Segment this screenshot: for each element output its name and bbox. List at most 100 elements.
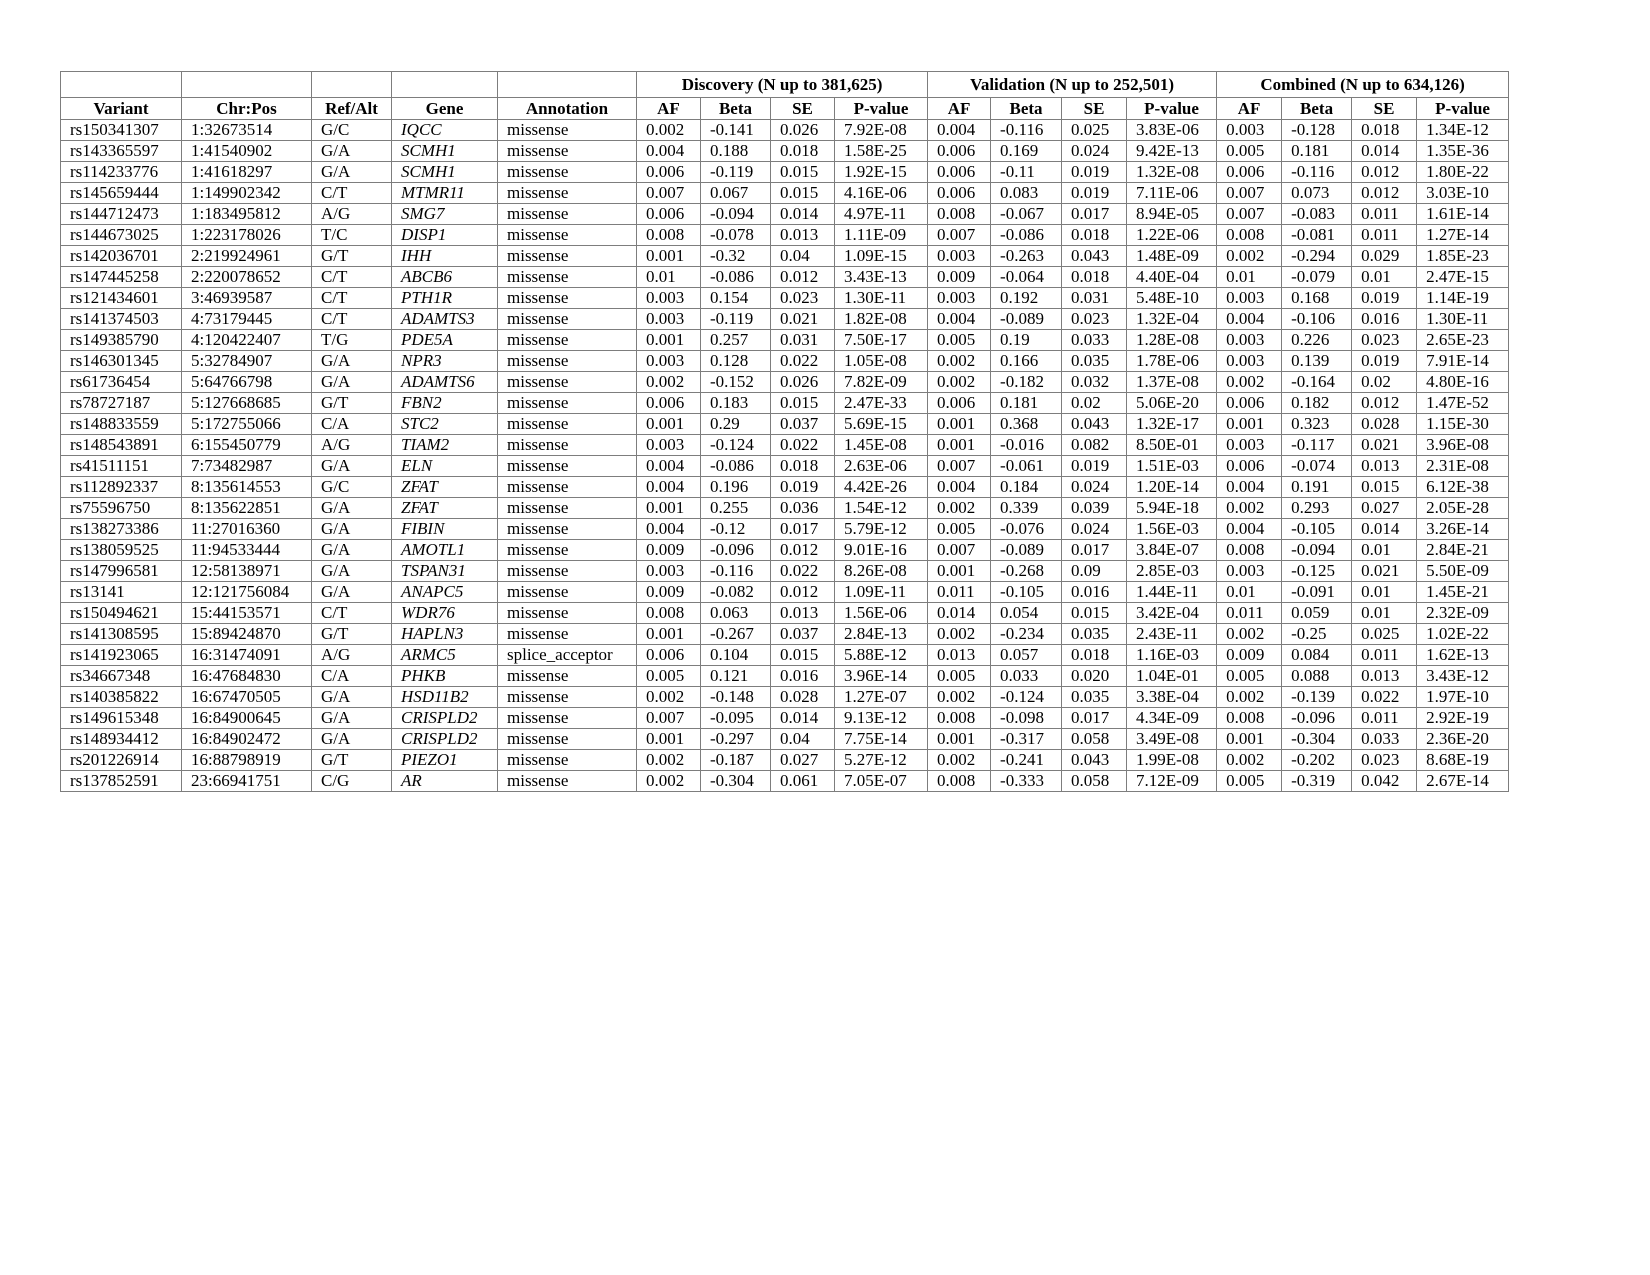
cell-discovery-beta: -0.152 [700,371,771,393]
cell-validation-p-value: 1.32E-17 [1126,413,1218,435]
cell-chr-pos: 23:66941751 [181,770,312,792]
cell-chr-pos: 1:32673514 [181,119,312,141]
cell-validation-beta: -0.067 [990,203,1063,225]
cell-chr-pos: 1:223178026 [181,224,312,246]
cell-variant: rs149615348 [60,707,182,729]
cell-chr-pos: 1:149902342 [181,182,312,204]
column-header-validation-beta: Beta [990,97,1063,120]
cell-discovery-p-value: 5.69E-15 [833,413,929,435]
cell-validation-beta: 0.166 [990,350,1063,372]
cell-gene: CRISPLD2 [391,728,498,750]
cell-ref-alt: G/A [311,350,392,372]
cell-chr-pos: 16:88798919 [181,749,312,771]
cell-discovery-af: 0.01 [636,266,701,288]
cell-discovery-beta: -0.096 [700,539,771,561]
cell-variant: rs121434601 [60,287,182,309]
cell-validation-af: 0.014 [927,602,992,624]
cell-combined-p-value: 1.30E-11 [1416,308,1510,330]
cell-chr-pos: 12:121756084 [181,581,312,603]
cell-combined-af: 0.002 [1216,371,1283,393]
cell-combined-p-value: 2.05E-28 [1416,497,1510,519]
cell-validation-beta: -0.064 [990,266,1063,288]
cell-combined-se: 0.027 [1351,497,1418,519]
cell-combined-se: 0.012 [1351,392,1418,414]
cell-validation-se: 0.015 [1061,602,1128,624]
cell-validation-se: 0.032 [1061,371,1128,393]
table-row: rs147445258 2:220078652 C/T ABCB6 missense 0.… [60,266,1510,288]
cell-validation-se: 0.016 [1061,581,1128,603]
cell-discovery-se: 0.015 [770,182,835,204]
cell-annotation: missense [497,161,637,183]
cell-ref-alt: C/G [311,770,392,792]
cell-annotation: missense [497,203,637,225]
cell-gene: CRISPLD2 [391,707,498,729]
column-header-validation-p-value: P-value [1126,97,1218,120]
cell-combined-se: 0.011 [1351,224,1418,246]
table-row: rs150341307 1:32673514 G/C IQCC missense 0.00… [60,119,1510,141]
cell-combined-beta: 0.168 [1281,287,1353,309]
cell-validation-p-value: 1.78E-06 [1126,350,1218,372]
cell-combined-af: 0.002 [1216,749,1283,771]
table-row: rs112892337 8:135614553 G/C ZFAT missense 0.0… [60,476,1510,498]
cell-discovery-se: 0.014 [770,203,835,225]
cell-discovery-af: 0.002 [636,770,701,792]
cell-combined-se: 0.018 [1351,119,1418,141]
cell-chr-pos: 16:47684830 [181,665,312,687]
cell-discovery-af: 0.005 [636,665,701,687]
cell-discovery-beta: -0.12 [700,518,771,540]
cell-annotation: missense [497,707,637,729]
cell-validation-se: 0.019 [1061,161,1128,183]
cell-validation-se: 0.018 [1061,266,1128,288]
cell-discovery-beta: 0.255 [700,497,771,519]
cell-combined-se: 0.01 [1351,539,1418,561]
cell-gene: ZFAT [391,497,498,519]
cell-discovery-af: 0.002 [636,686,701,708]
cell-discovery-se: 0.018 [770,140,835,162]
cell-combined-se: 0.013 [1351,665,1418,687]
cell-validation-p-value: 3.42E-04 [1126,602,1218,624]
cell-discovery-p-value: 7.50E-17 [833,329,929,351]
cell-variant: rs143365597 [60,140,182,162]
cell-combined-beta: -0.294 [1281,245,1353,267]
cell-combined-p-value: 3.96E-08 [1416,434,1510,456]
cell-gene: TIAM2 [391,434,498,456]
cell-discovery-p-value: 4.97E-11 [833,203,929,225]
cell-gene: HAPLN3 [391,623,498,645]
column-header-discovery-se: SE [770,97,835,120]
cell-validation-beta: 0.192 [990,287,1063,309]
cell-discovery-p-value: 3.96E-14 [833,665,929,687]
cell-discovery-se: 0.026 [770,119,835,141]
cell-combined-se: 0.019 [1351,287,1418,309]
cell-annotation: splice_acceptor [497,644,637,666]
cell-chr-pos: 11:27016360 [181,518,312,540]
cell-gene: AR [391,770,498,792]
cell-gene: FIBIN [391,518,498,540]
cell-combined-p-value: 1.34E-12 [1416,119,1510,141]
table-row: rs150494621 15:44153571 C/T WDR76 missense 0.… [60,602,1510,624]
cell-discovery-p-value: 8.26E-08 [833,560,929,582]
table-row: rs78727187 5:127668685 G/T FBN2 missense 0.00… [60,392,1510,414]
cell-validation-af: 0.003 [927,245,992,267]
cell-combined-p-value: 1.35E-36 [1416,140,1510,162]
cell-discovery-beta: 0.183 [700,392,771,414]
cell-discovery-beta: 0.063 [700,602,771,624]
cell-combined-beta: -0.106 [1281,308,1353,330]
cell-combined-p-value: 3.43E-12 [1416,665,1510,687]
table-row: rs141308595 15:89424870 G/T HAPLN3 missense 0… [60,623,1510,645]
cell-validation-af: 0.011 [927,581,992,603]
cell-validation-beta: -0.016 [990,434,1063,456]
cell-validation-beta: -0.234 [990,623,1063,645]
cell-ref-alt: C/A [311,665,392,687]
cell-discovery-af: 0.003 [636,434,701,456]
cell-validation-af: 0.002 [927,350,992,372]
table-row: rs114233776 1:41618297 G/A SCMH1 missense 0.0… [60,161,1510,183]
cell-annotation: missense [497,434,637,456]
cell-combined-p-value: 2.65E-23 [1416,329,1510,351]
cell-validation-af: 0.002 [927,497,992,519]
cell-annotation: missense [497,350,637,372]
cell-variant: rs201226914 [60,749,182,771]
table-row: rs148543891 6:155450779 A/G TIAM2 missense 0.… [60,434,1510,456]
cell-chr-pos: 15:89424870 [181,623,312,645]
table-row: rs148934412 16:84902472 G/A CRISPLD2 missens… [60,728,1510,750]
cell-annotation: missense [497,770,637,792]
